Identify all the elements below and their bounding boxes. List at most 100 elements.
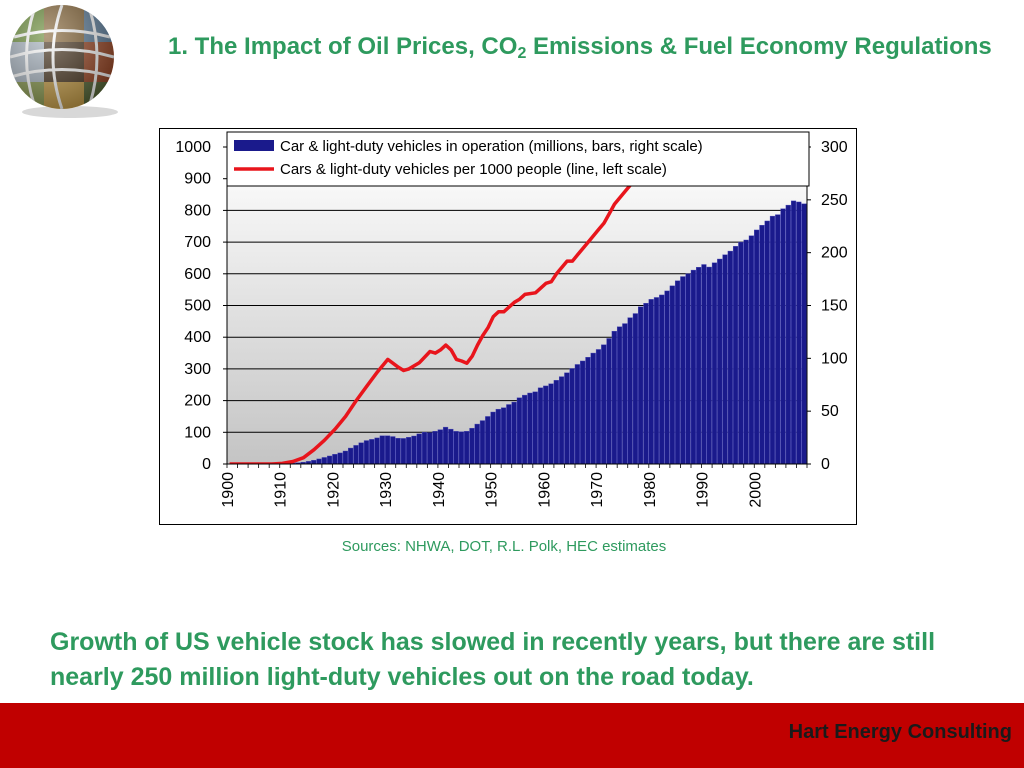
bar [316,458,322,465]
bar [442,426,449,465]
bar [606,338,612,465]
bar [537,387,544,465]
bar [664,290,670,465]
bar [395,438,401,465]
left-tick-label: 900 [184,171,211,188]
right-tick-label: 300 [821,139,848,156]
bar [780,208,786,465]
x-tick-label: 1900 [220,472,237,508]
bar [374,437,380,465]
line-series-group [229,147,675,464]
legend-label-bars: Car & light-duty vehicles in operation (… [280,138,703,155]
right-tick-label: 200 [821,245,848,262]
bar [311,460,317,465]
bar [532,391,538,465]
bar [321,457,327,465]
left-tick-label: 700 [184,234,211,251]
bar [748,235,754,465]
x-tick-label: 1970 [589,472,606,508]
bar [775,214,781,465]
bar [332,454,338,465]
bar [564,372,570,465]
bar [680,276,686,465]
left-tick-label: 0 [202,456,211,473]
bar [717,258,723,465]
bar [622,323,628,465]
left-tick-label: 1000 [175,139,211,156]
title-prefix: 1. The Impact of Oil Prices, CO [168,33,518,60]
legend-label-line: Cars & light-duty vehicles per 1000 peop… [280,161,667,178]
bar [611,330,617,465]
bar [574,364,580,465]
bar [384,435,391,465]
right-tick-label: 150 [821,298,848,315]
bar [685,273,691,465]
bar [400,438,406,465]
left-tick-label: 200 [184,393,211,410]
axes: 0 100 200 300 400 500 600 700 800 900 1000 0 50 100 15… [175,139,847,508]
right-tick-label: 0 [821,456,830,473]
bar [543,385,549,465]
caption-text: Growth of US vehicle stock has slowed in… [50,628,936,691]
bar [764,220,770,465]
bar [674,280,681,465]
bar [469,427,475,465]
bar [690,269,696,465]
bar [464,431,470,465]
bar [595,349,602,465]
bar [616,326,623,465]
legend-swatch-bars [234,140,274,151]
chart-frame: 0 100 200 300 400 500 600 700 800 900 1000 0 50 100 15… [159,128,857,525]
left-tick-label: 500 [184,298,211,315]
bar [522,394,528,465]
legend: Car & light-duty vehicles in operation (… [226,131,810,187]
vehicle-chart: 0 100 200 300 400 500 600 700 800 900 1000 0 50 100 15… [175,131,848,508]
bar [648,299,654,465]
x-tick-label: 1950 [484,472,501,508]
bar [527,392,533,465]
bar [754,229,760,465]
title-subscript: 2 [517,45,527,62]
x-tick-label: 2000 [747,472,764,508]
bar [432,431,438,465]
x-tick-label: 1990 [695,472,712,508]
bar [769,215,776,465]
x-tick-label: 1930 [378,472,395,508]
bar [495,408,501,465]
bar [643,303,649,465]
bar [590,352,596,465]
bar [474,423,480,465]
legend-box [226,131,810,187]
left-tick-label: 100 [184,424,211,441]
bar [580,360,586,465]
bar [437,429,443,465]
x-tick-label: 1920 [325,472,342,508]
globe-logo [4,2,120,118]
bar [696,267,702,465]
bar [796,201,802,465]
bar [353,445,359,465]
bar [627,317,633,465]
bar [458,431,464,465]
bar [553,380,559,465]
bar [416,433,422,465]
right-tick-label: 50 [821,403,839,420]
bar [801,203,807,465]
bar [743,239,749,465]
bar [506,404,512,465]
left-tick-label: 800 [184,202,211,219]
title-suffix: Emissions & Fuel Economy Regulations [526,33,992,60]
bar [379,435,385,465]
bar [738,241,744,465]
bar [516,397,522,465]
bar [669,285,675,465]
left-tick-label: 600 [184,266,211,283]
bar [569,368,575,465]
sources-note: Sources: NHWA, DOT, R.L. Polk, HEC estim… [341,538,667,555]
company-name: Hart Energy Consulting [788,721,1012,743]
bar [390,436,396,465]
page-title: 1. The Impact of Oil Prices, CO2 Emissio… [168,30,1008,70]
right-tick-label: 100 [821,350,848,367]
bar [485,416,491,465]
x-tick-label: 1940 [431,472,448,508]
